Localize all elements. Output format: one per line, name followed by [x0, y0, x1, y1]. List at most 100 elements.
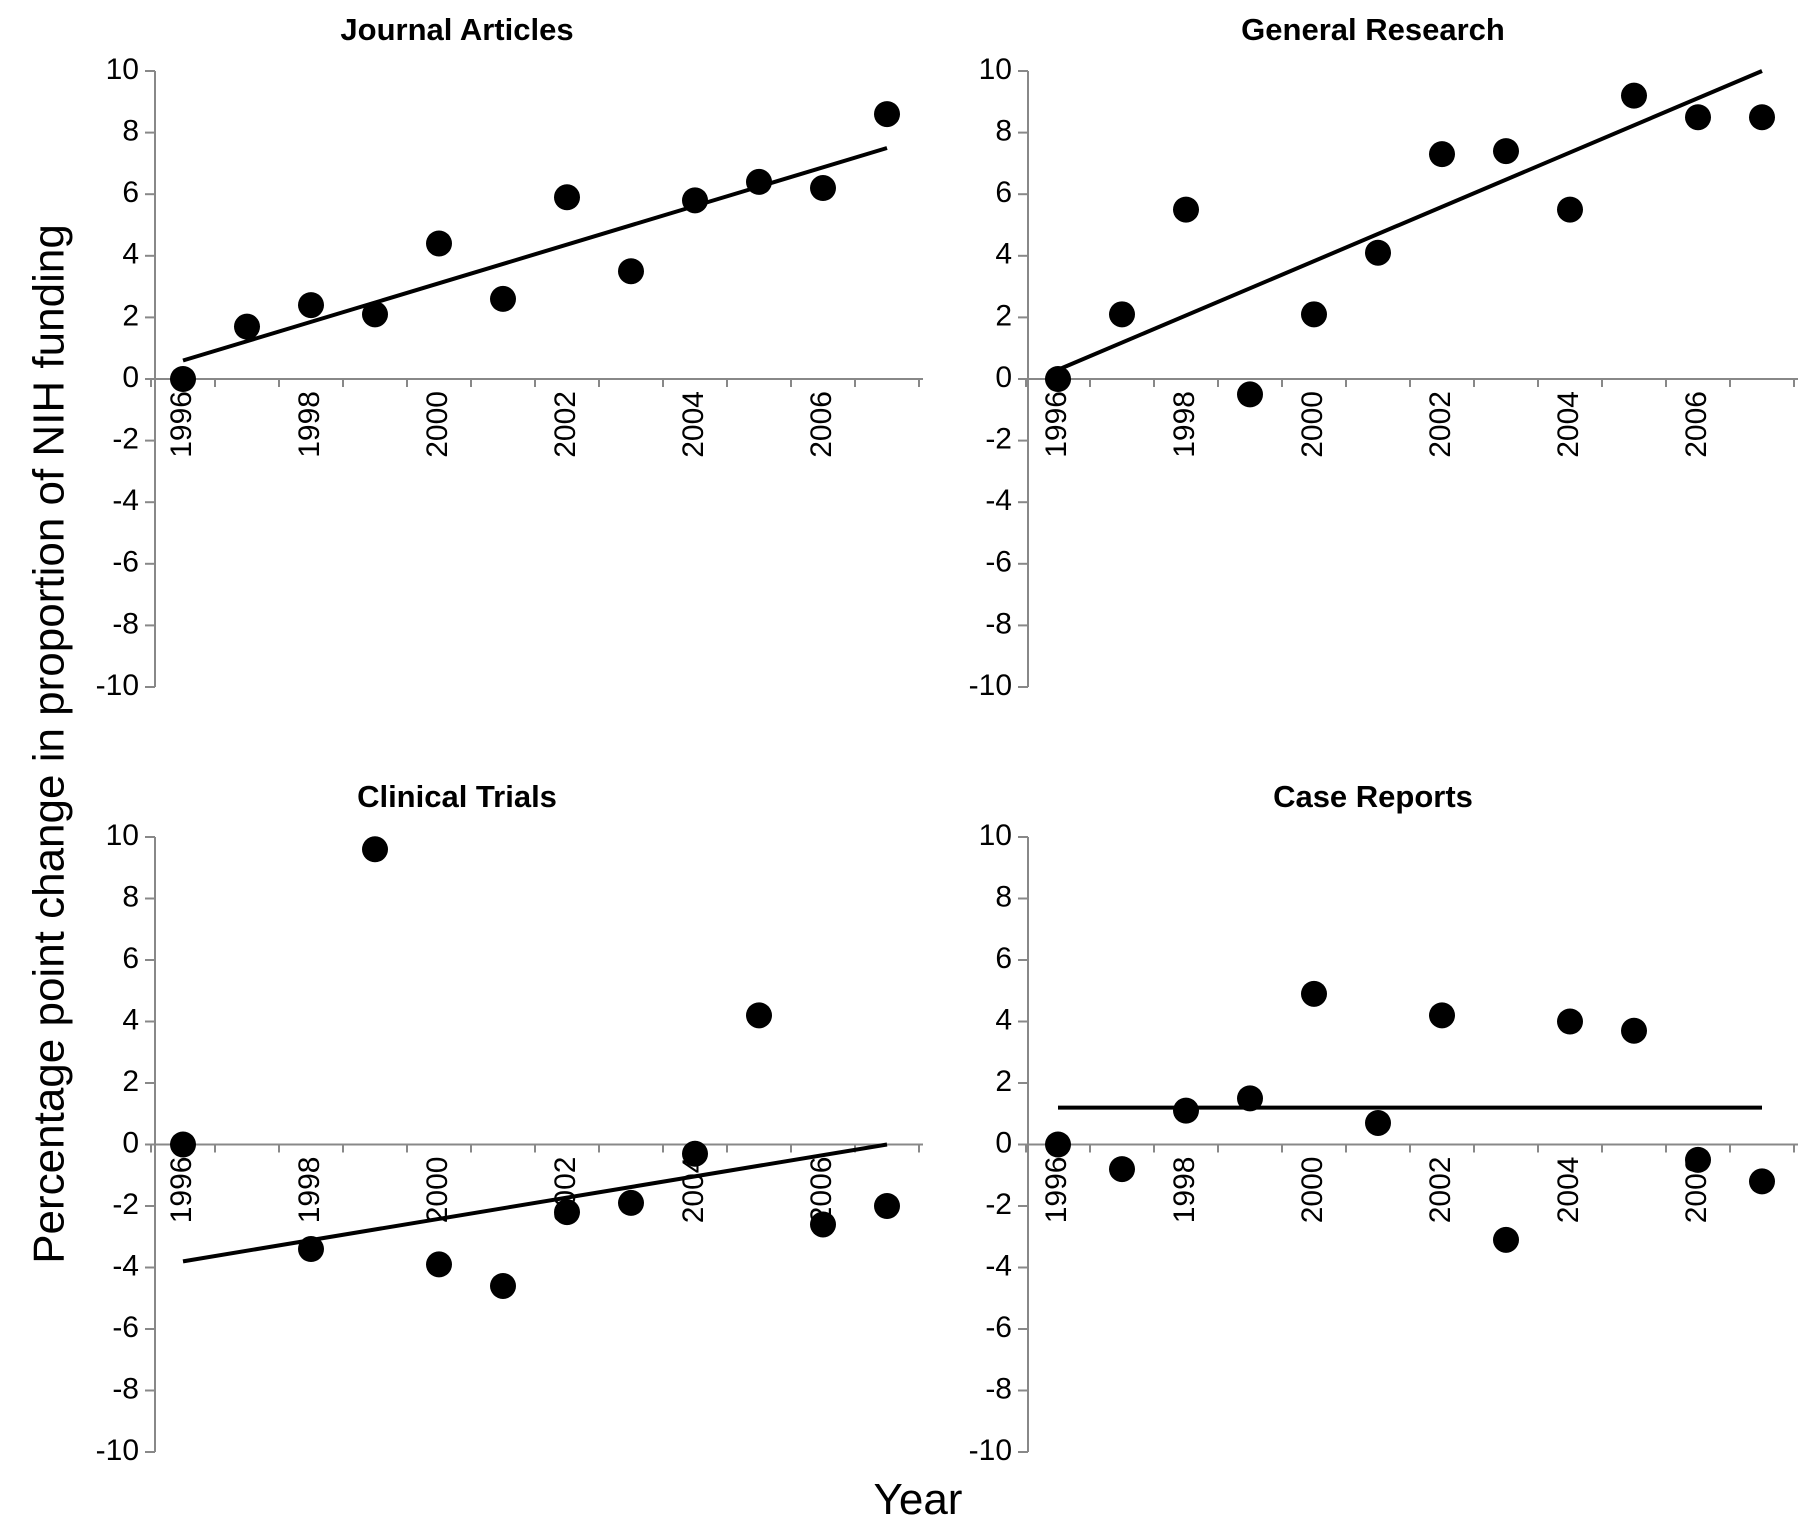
y-tick-label: 0 [122, 1126, 139, 1159]
data-point [1493, 138, 1519, 165]
panel-title: Clinical Trials [357, 779, 557, 814]
data-point [1301, 301, 1327, 328]
panel-case-reports: Case Reports 10 8 6 4 2 0 -2 -4 -6 -8 -10 1996 1998 20… [969, 779, 1798, 1467]
data-point [1685, 1146, 1711, 1173]
x-tick-label: 1996 [1040, 1157, 1073, 1224]
data-point [746, 168, 772, 195]
data-point [1173, 1097, 1199, 1124]
y-tick-label: 0 [995, 361, 1012, 394]
data-point [1045, 366, 1071, 392]
y-tick-label: 10 [106, 53, 139, 86]
x-tick-label: 2006 [805, 391, 838, 458]
data-point [234, 313, 260, 340]
y-tick-label: -2 [112, 1188, 139, 1221]
y-tick-label: 6 [995, 176, 1012, 209]
trend-line [182, 1142, 888, 1264]
data-point [362, 301, 388, 328]
x-axis-title: Year [874, 1475, 963, 1524]
data-point [682, 187, 708, 214]
data-point [1429, 1002, 1455, 1029]
y-tick-label: -4 [985, 1249, 1012, 1282]
data-point [1237, 381, 1263, 408]
trend-line [182, 146, 888, 363]
data-point [1365, 239, 1391, 266]
y-tick-label: -4 [985, 484, 1012, 517]
panels: Journal Articles 10 8 6 4 2 0 -2 -4 -6 -8 -10 1996 19… [96, 12, 1798, 1467]
data-point [170, 1131, 196, 1158]
data-point [1621, 82, 1647, 109]
data-point [810, 1211, 836, 1238]
x-tick-label: 2000 [421, 391, 454, 458]
y-tick-label: 0 [995, 1126, 1012, 1159]
data-point [426, 1251, 452, 1278]
x-tick-label: 1996 [165, 1157, 198, 1224]
data-point [554, 184, 580, 211]
y-tick-label: -2 [985, 1188, 1012, 1221]
data-point [1237, 1085, 1263, 1112]
panel-general-research: General Research 10 8 6 4 2 0 -2 -4 -6 -8 -10 1996 19… [969, 12, 1798, 702]
y-tick-label: 4 [122, 1003, 139, 1036]
x-tick-label: 2004 [1552, 1157, 1585, 1224]
data-point [1621, 1017, 1647, 1044]
x-tick-label: 2004 [677, 1157, 710, 1224]
data-point [618, 258, 644, 285]
data-point [1685, 104, 1711, 131]
y-tick-label: 8 [995, 880, 1012, 913]
y-tick-label: 8 [122, 880, 139, 913]
y-tick-label: 10 [979, 53, 1012, 86]
data-point [1493, 1226, 1519, 1253]
data-point [362, 836, 388, 863]
x-tick-label: 2000 [1296, 1157, 1329, 1224]
y-tick-label: -4 [112, 1249, 139, 1282]
y-tick-label: -10 [969, 669, 1012, 702]
data-point [1429, 141, 1455, 168]
y-tick-label: -10 [96, 669, 139, 702]
y-tick-label: 8 [995, 115, 1012, 148]
x-tick-label: 1998 [1168, 1157, 1201, 1224]
y-tick-label: -6 [985, 1311, 1012, 1344]
x-tick-label: 2002 [1424, 391, 1457, 458]
x-tick-label: 1998 [293, 1157, 326, 1224]
y-tick-label: -10 [96, 1434, 139, 1467]
y-tick-label: 6 [122, 176, 139, 209]
x-tick-label: 2004 [677, 391, 710, 458]
x-tick-label: 1996 [165, 391, 198, 458]
y-tick-label: 4 [995, 238, 1012, 271]
y-tick-label: 10 [106, 819, 139, 852]
x-tick-label: 1996 [1040, 391, 1073, 458]
y-tick-label: -2 [112, 423, 139, 456]
data-point [1749, 104, 1775, 131]
x-tick-label: 2000 [421, 1157, 454, 1224]
data-point [874, 1193, 900, 1219]
y-tick-label: -8 [985, 607, 1012, 640]
y-tick-label: 0 [122, 361, 139, 394]
data-point [298, 1236, 324, 1263]
data-point [1109, 1156, 1135, 1183]
y-tick-label: -8 [112, 607, 139, 640]
x-tick-label: 2002 [1424, 1157, 1457, 1224]
panel-title: Case Reports [1273, 779, 1473, 814]
x-tick-label: 2000 [1296, 391, 1329, 458]
y-tick-label: -6 [985, 546, 1012, 579]
data-point [1557, 196, 1583, 223]
y-tick-label: 6 [995, 942, 1012, 975]
y-tick-label: 10 [979, 819, 1012, 852]
y-tick-label: 6 [122, 942, 139, 975]
data-point [1045, 1131, 1071, 1158]
y-tick-label: -8 [112, 1372, 139, 1405]
y-axis-title: Percentage point change in proportion of… [25, 224, 74, 1264]
x-tick-label: 1998 [293, 391, 326, 458]
data-point [170, 366, 196, 392]
data-point [1365, 1109, 1391, 1136]
data-point [810, 175, 836, 202]
panel-clinical-trials: Clinical Trials 10 8 6 4 2 0 -2 -4 -6 -8 -10 1996 199… [96, 779, 923, 1467]
panel-journal-articles: Journal Articles 10 8 6 4 2 0 -2 -4 -6 -8 -10 1996 19… [96, 12, 923, 702]
y-tick-label: 8 [122, 115, 139, 148]
data-point [746, 1002, 772, 1029]
x-tick-label: 1998 [1168, 391, 1201, 458]
panel-title: Journal Articles [340, 12, 573, 47]
data-point [554, 1199, 580, 1226]
y-tick-label: 4 [122, 238, 139, 271]
